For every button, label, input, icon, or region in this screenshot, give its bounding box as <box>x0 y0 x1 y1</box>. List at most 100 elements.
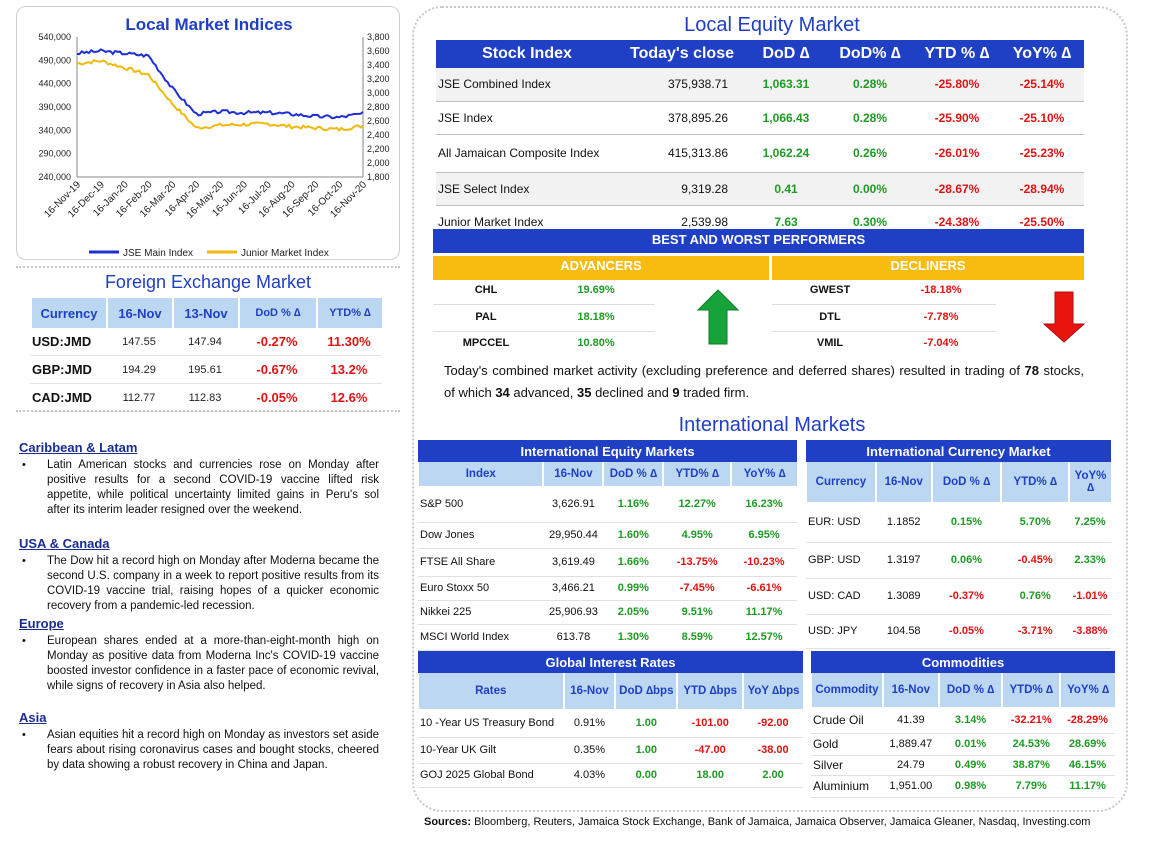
rates-value: 0.91% <box>563 709 616 738</box>
commodities-caption-row: Commodities <box>811 651 1115 673</box>
news-text: European shares ended at a more-than-eig… <box>47 635 379 692</box>
equity-close: 375,938.71 <box>618 68 746 102</box>
performers-title: BEST AND WORST PERFORMERS <box>433 229 1084 253</box>
commodities-dod: 0.49% <box>938 755 1003 776</box>
equity-index-name: JSE Select Index <box>436 172 618 206</box>
interest-rates-table: Global Interest Rates Rates 16-Nov DoD ∆bps… <box>417 651 803 788</box>
forex-prev: 195.61 <box>172 356 238 384</box>
forex-currency: CAD:JMD <box>30 384 106 412</box>
equity-value: 3,626.91 <box>543 486 604 523</box>
activity-stock-count: 78 <box>1024 363 1039 378</box>
forex-row: USD:JMD 147.55 147.94 -0.27% 11.30% <box>30 328 382 356</box>
left-axis-tick-label: 490,000 <box>38 55 71 65</box>
rates-value: 0.35% <box>563 737 616 764</box>
equity-ytd: 8.59% <box>663 624 732 651</box>
decliner-change: -7.04% <box>923 337 959 349</box>
equity-name: Nikkei 225 <box>418 600 544 625</box>
forex-header-dod: DoD % ∆ <box>238 298 316 328</box>
commodities-name: Gold <box>811 733 883 756</box>
advancer-name: MPCCEL <box>462 337 510 349</box>
commodities-header: DoD % ∆ <box>937 673 1003 707</box>
decliner-name: DTL <box>819 311 841 323</box>
right-axis-tick-label: 2,000 <box>367 158 390 168</box>
rates-name: GOJ 2025 Global Bond <box>418 763 564 788</box>
equity-close: 9,319.28 <box>618 172 746 206</box>
commodities-header: Commodity <box>810 673 883 707</box>
currency-row: USD: JPY 104.58 -0.05% -3.71% -3.88% <box>806 614 1111 649</box>
rates-dod: 1.00 <box>615 737 678 764</box>
activity-advanced-count: 34 <box>495 385 510 400</box>
international-title: International Markets <box>678 414 866 436</box>
equity-ytd: -25.90% <box>914 101 1000 135</box>
news-item: Caribbean & Latam • Latin American stocks … <box>19 440 379 518</box>
currency-ytd: -0.45% <box>1001 542 1070 579</box>
equity-ytd: -28.67% <box>914 172 1000 206</box>
currency-name: GBP: USD <box>806 542 876 579</box>
forex-prev: 112.83 <box>172 384 238 412</box>
local-equity-table: Stock Index Today's close DoD ∆ DoD% ∆ Y… <box>436 40 1084 239</box>
currency-header: YTD% ∆ <box>1000 462 1070 502</box>
advancers-header: ADVANCERS <box>433 256 769 280</box>
equity-header: Index <box>416 462 544 486</box>
forex-ytd: 12.6% <box>316 384 382 412</box>
sources-label: Sources: <box>424 816 472 828</box>
equity-row: FTSE All Share 3,619.49 1.66% -13.75% -10.23… <box>418 548 797 577</box>
currency-value: 104.58 <box>875 614 932 649</box>
equity-header-close: Today's close <box>618 40 746 68</box>
equity-header: 16-Nov <box>542 462 604 486</box>
decliner-name: VMIL <box>816 337 844 349</box>
equity-name: MSCI World Index <box>418 624 544 651</box>
currency-ytd: -3.71% <box>1001 614 1070 649</box>
commodities-header: 16-Nov <box>881 673 939 707</box>
indices-chart: 540,000 490,000 440,000 390,000 340,000 290,0… <box>38 32 390 259</box>
forex-header-ytd: YTD% ∆ <box>316 298 382 328</box>
equity-dod: 0.41 <box>746 172 826 206</box>
equity-row: All Jamaican Composite Index 415,313.86 1,… <box>436 134 1084 173</box>
commodities-caption: Commodities <box>811 651 1115 673</box>
currency-dod: 0.06% <box>931 542 1002 579</box>
rates-row: 10 -Year US Treasury Bond 0.91% 1.00 -101.0… <box>418 709 803 738</box>
rates-row: 10-Year UK Gilt 0.35% 1.00 -47.00 -38.00 <box>418 737 803 764</box>
commodities-header: YoY% ∆ <box>1059 673 1115 707</box>
left-axis-tick-label: 340,000 <box>38 125 71 135</box>
equity-yoy: 12.57% <box>731 624 797 651</box>
forex-ytd: 11.30% <box>316 328 382 356</box>
news-text: Asian equities hit a record high on Mond… <box>47 729 379 771</box>
equity-header-yoy: YoY% ∆ <box>1000 40 1084 68</box>
commodities-value: 1,889.47 <box>882 733 939 756</box>
news-item: USA & Canada • The Dow hit a record high o… <box>19 536 379 614</box>
forex-header-prev: 13-Nov <box>172 298 238 328</box>
rates-ytd: -101.00 <box>677 709 744 738</box>
equity-dod: 0.99% <box>603 576 664 601</box>
equity-row: JSE Select Index 9,319.28 0.41 0.00% -28.67%… <box>436 172 1084 206</box>
commodities-row: Crude Oil 41.39 3.14% -32.21% -28.29% <box>811 707 1115 734</box>
equity-header-ytd: YTD % ∆ <box>914 40 1000 68</box>
rates-name: 10-Year UK Gilt <box>418 737 564 764</box>
forex-today: 112.77 <box>106 384 172 412</box>
news-item: Europe • European shares ended at a more-t… <box>19 616 379 694</box>
equity-row: MSCI World Index 613.78 1.30% 8.59% 12.57% <box>418 624 797 651</box>
rates-ytd: -47.00 <box>677 737 744 764</box>
bullet-icon: • <box>22 459 26 471</box>
rates-value: 4.03% <box>563 763 616 788</box>
commodities-dod: 0.01% <box>938 733 1003 756</box>
forex-row: CAD:JMD 112.77 112.83 -0.05% 12.6% <box>30 384 382 412</box>
currency-header: 16-Nov <box>874 462 932 502</box>
decliner-change: -7.78% <box>923 311 959 323</box>
commodities-name: Silver <box>811 755 883 776</box>
equity-row: JSE Combined Index 375,938.71 1,063.31 0.28… <box>436 68 1084 102</box>
indices-chart-panel: Local Market Indices 540,000 490,000 440,0… <box>16 6 400 260</box>
equity-header-dod: DoD ∆ <box>746 40 826 68</box>
right-axis-tick-label: 3,600 <box>367 46 390 56</box>
news-region-heading: Europe <box>19 616 64 631</box>
currency-name: USD: JPY <box>806 614 876 649</box>
equity-dodp: 0.26% <box>826 134 914 173</box>
commodities-value: 41.39 <box>882 707 939 734</box>
equity-dod: 2.05% <box>603 600 664 625</box>
currency-name: EUR: USD <box>806 502 876 543</box>
news-paragraph: • The Dow hit a record high on Monday aft… <box>19 554 379 614</box>
forex-header-row: Currency 16-Nov 13-Nov DoD % ∆ YTD% ∆ <box>30 298 382 328</box>
equity-header-row: Index 16-Nov DoD % ∆ YTD% ∆ YoY% ∆ <box>416 462 797 486</box>
news-paragraph: • European shares ended at a more-than-ei… <box>19 634 379 694</box>
equity-ytd: 12.27% <box>663 486 732 523</box>
